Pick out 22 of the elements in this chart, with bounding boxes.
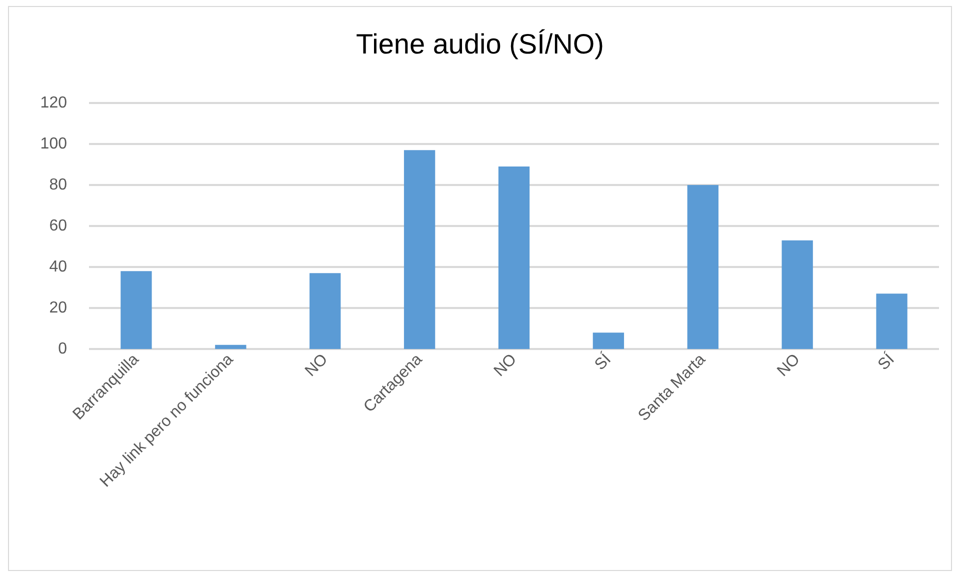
x-tick-label: NO bbox=[774, 350, 804, 380]
y-tick-label: 120 bbox=[40, 94, 68, 112]
y-tick-label: 60 bbox=[49, 218, 68, 234]
bar bbox=[404, 150, 436, 349]
bar bbox=[876, 294, 908, 349]
y-tick-label: 100 bbox=[40, 136, 68, 152]
bar bbox=[498, 166, 530, 349]
x-tick-label: SÍ bbox=[874, 350, 898, 374]
y-tick-label: 20 bbox=[49, 300, 68, 316]
x-tick-label: NO bbox=[302, 350, 332, 380]
y-tick-label: 0 bbox=[58, 340, 68, 358]
bar bbox=[687, 185, 718, 349]
bar bbox=[120, 271, 152, 349]
x-tick-label: NO bbox=[491, 350, 520, 380]
bar bbox=[310, 273, 341, 349]
x-tick-label: SÍ bbox=[591, 350, 615, 374]
y-tick-label: 80 bbox=[49, 176, 68, 194]
y-tick-label: 40 bbox=[49, 258, 68, 276]
bar bbox=[782, 240, 813, 349]
bar bbox=[592, 332, 624, 349]
bar bbox=[215, 344, 246, 349]
chart-title: Tiene audio (SÍ/NO) bbox=[356, 28, 604, 60]
